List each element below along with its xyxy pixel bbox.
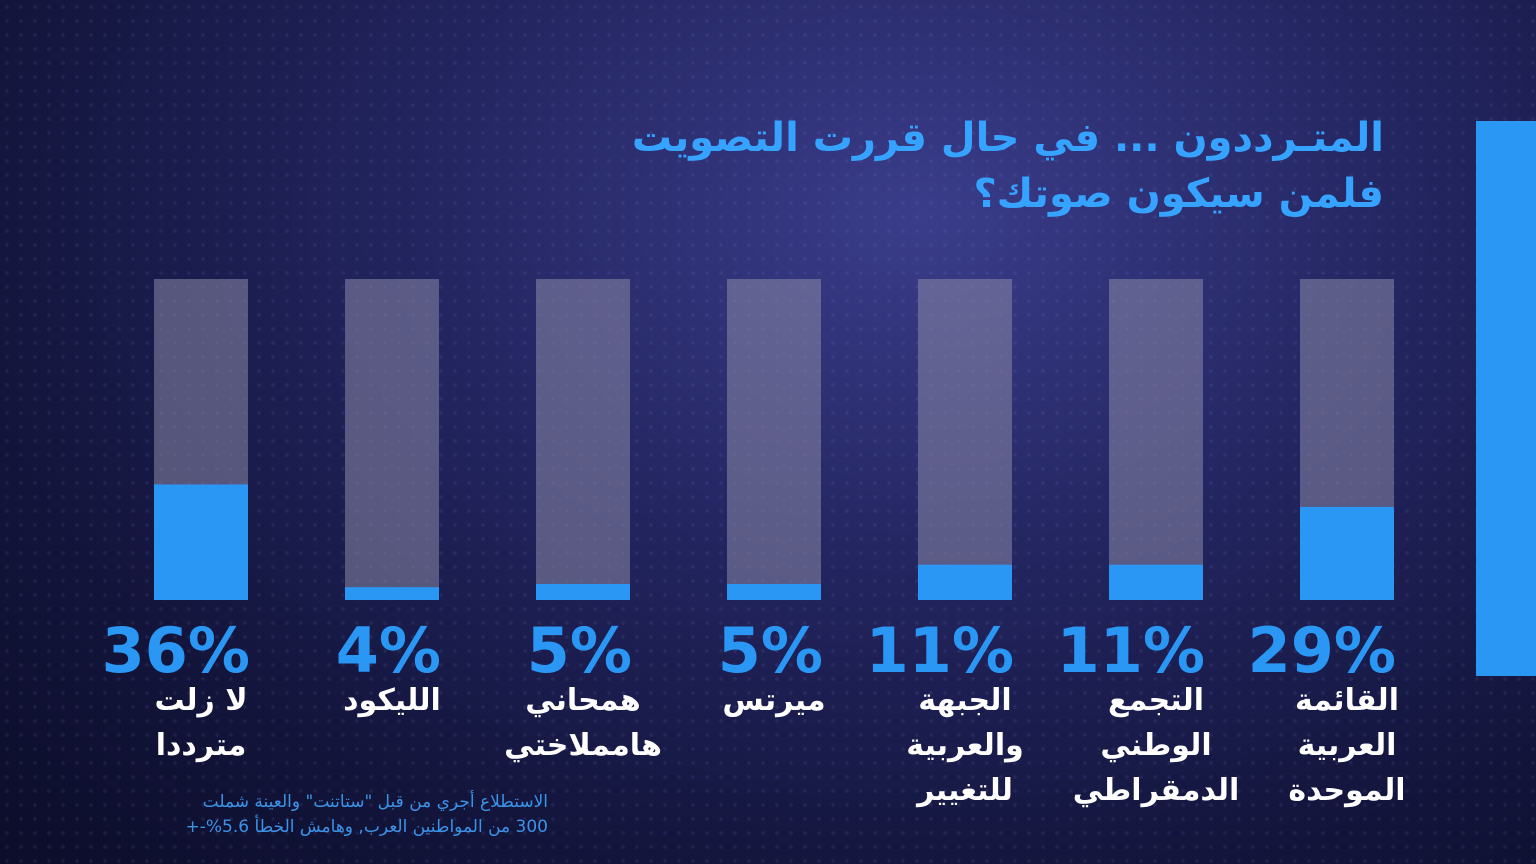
- bar-fill: [727, 583, 821, 600]
- bar-fill: [1109, 564, 1203, 600]
- chart-title: المتـرددون ... في حال قررت التصويت فلمن …: [484, 110, 1384, 222]
- bar-value-label: 4%: [336, 614, 441, 687]
- category-label: الليكود: [292, 678, 492, 723]
- chart-title-line-2: فلمن سيكون صوتك؟: [973, 171, 1384, 217]
- survey-note-line-2: 300 من المواطنين العرب, وهامش الخطأ 5.6%…: [185, 817, 548, 837]
- category-label-line: القائمة: [1295, 683, 1399, 718]
- bar-fill: [345, 587, 439, 600]
- category-label-line: الليكود: [343, 683, 441, 718]
- bar-value-label: 5%: [718, 614, 823, 687]
- category-label: الجبهة والعربية للتغيير: [865, 678, 1065, 813]
- survey-note: الاستطلاع أجري من قبل "ستاتنت" والعينة ش…: [60, 790, 548, 840]
- category-label: التجمع الوطني الدمقراطي: [1056, 678, 1256, 813]
- bar-track: [345, 279, 439, 600]
- bar-fill: [918, 564, 1012, 600]
- chart-title-line-1: المتـرددون ... في حال قررت التصويت: [631, 115, 1384, 161]
- category-label-line: مترددا: [155, 728, 247, 763]
- category-label-line: همحاني: [525, 683, 641, 718]
- category-label-line: هامملاختي: [504, 728, 662, 763]
- bar-value-label: 36%: [102, 614, 250, 687]
- category-label: ميرتس: [674, 678, 874, 723]
- category-label-line: العربية: [1297, 728, 1397, 763]
- category-label-line: التجمع: [1107, 683, 1205, 718]
- category-label-line: لا زلت: [154, 683, 248, 718]
- category-label: لا زلت مترددا: [101, 678, 301, 768]
- bar-value-label: 11%: [1057, 614, 1205, 687]
- category-label-line: الدمقراطي: [1072, 773, 1240, 808]
- category-label-line: الموحدة: [1288, 773, 1406, 808]
- category-label-line: الجبهة: [918, 683, 1012, 718]
- category-label-line: للتغيير: [917, 773, 1013, 808]
- bar-track: [918, 279, 1012, 600]
- survey-note-line-1: الاستطلاع أجري من قبل "ستاتنت" والعينة ش…: [202, 792, 548, 812]
- category-label: القائمة العربية الموحدة: [1247, 678, 1447, 813]
- category-label-line: والعربية: [906, 728, 1024, 763]
- bar-value-label: 29%: [1248, 614, 1396, 687]
- category-label-line: الوطني: [1100, 728, 1212, 763]
- bar-fill: [1300, 506, 1394, 600]
- bar-fill: [154, 484, 248, 600]
- accent-side-bar: [1476, 121, 1536, 676]
- bar-track: [1109, 279, 1203, 600]
- bar-track: [727, 279, 821, 600]
- bar-value-label: 11%: [866, 614, 1014, 687]
- bar-value-label: 5%: [527, 614, 632, 687]
- bar-track: [536, 279, 630, 600]
- category-label-line: ميرتس: [722, 683, 826, 718]
- category-label: همحاني هامملاختي: [483, 678, 683, 768]
- bar-fill: [536, 583, 630, 600]
